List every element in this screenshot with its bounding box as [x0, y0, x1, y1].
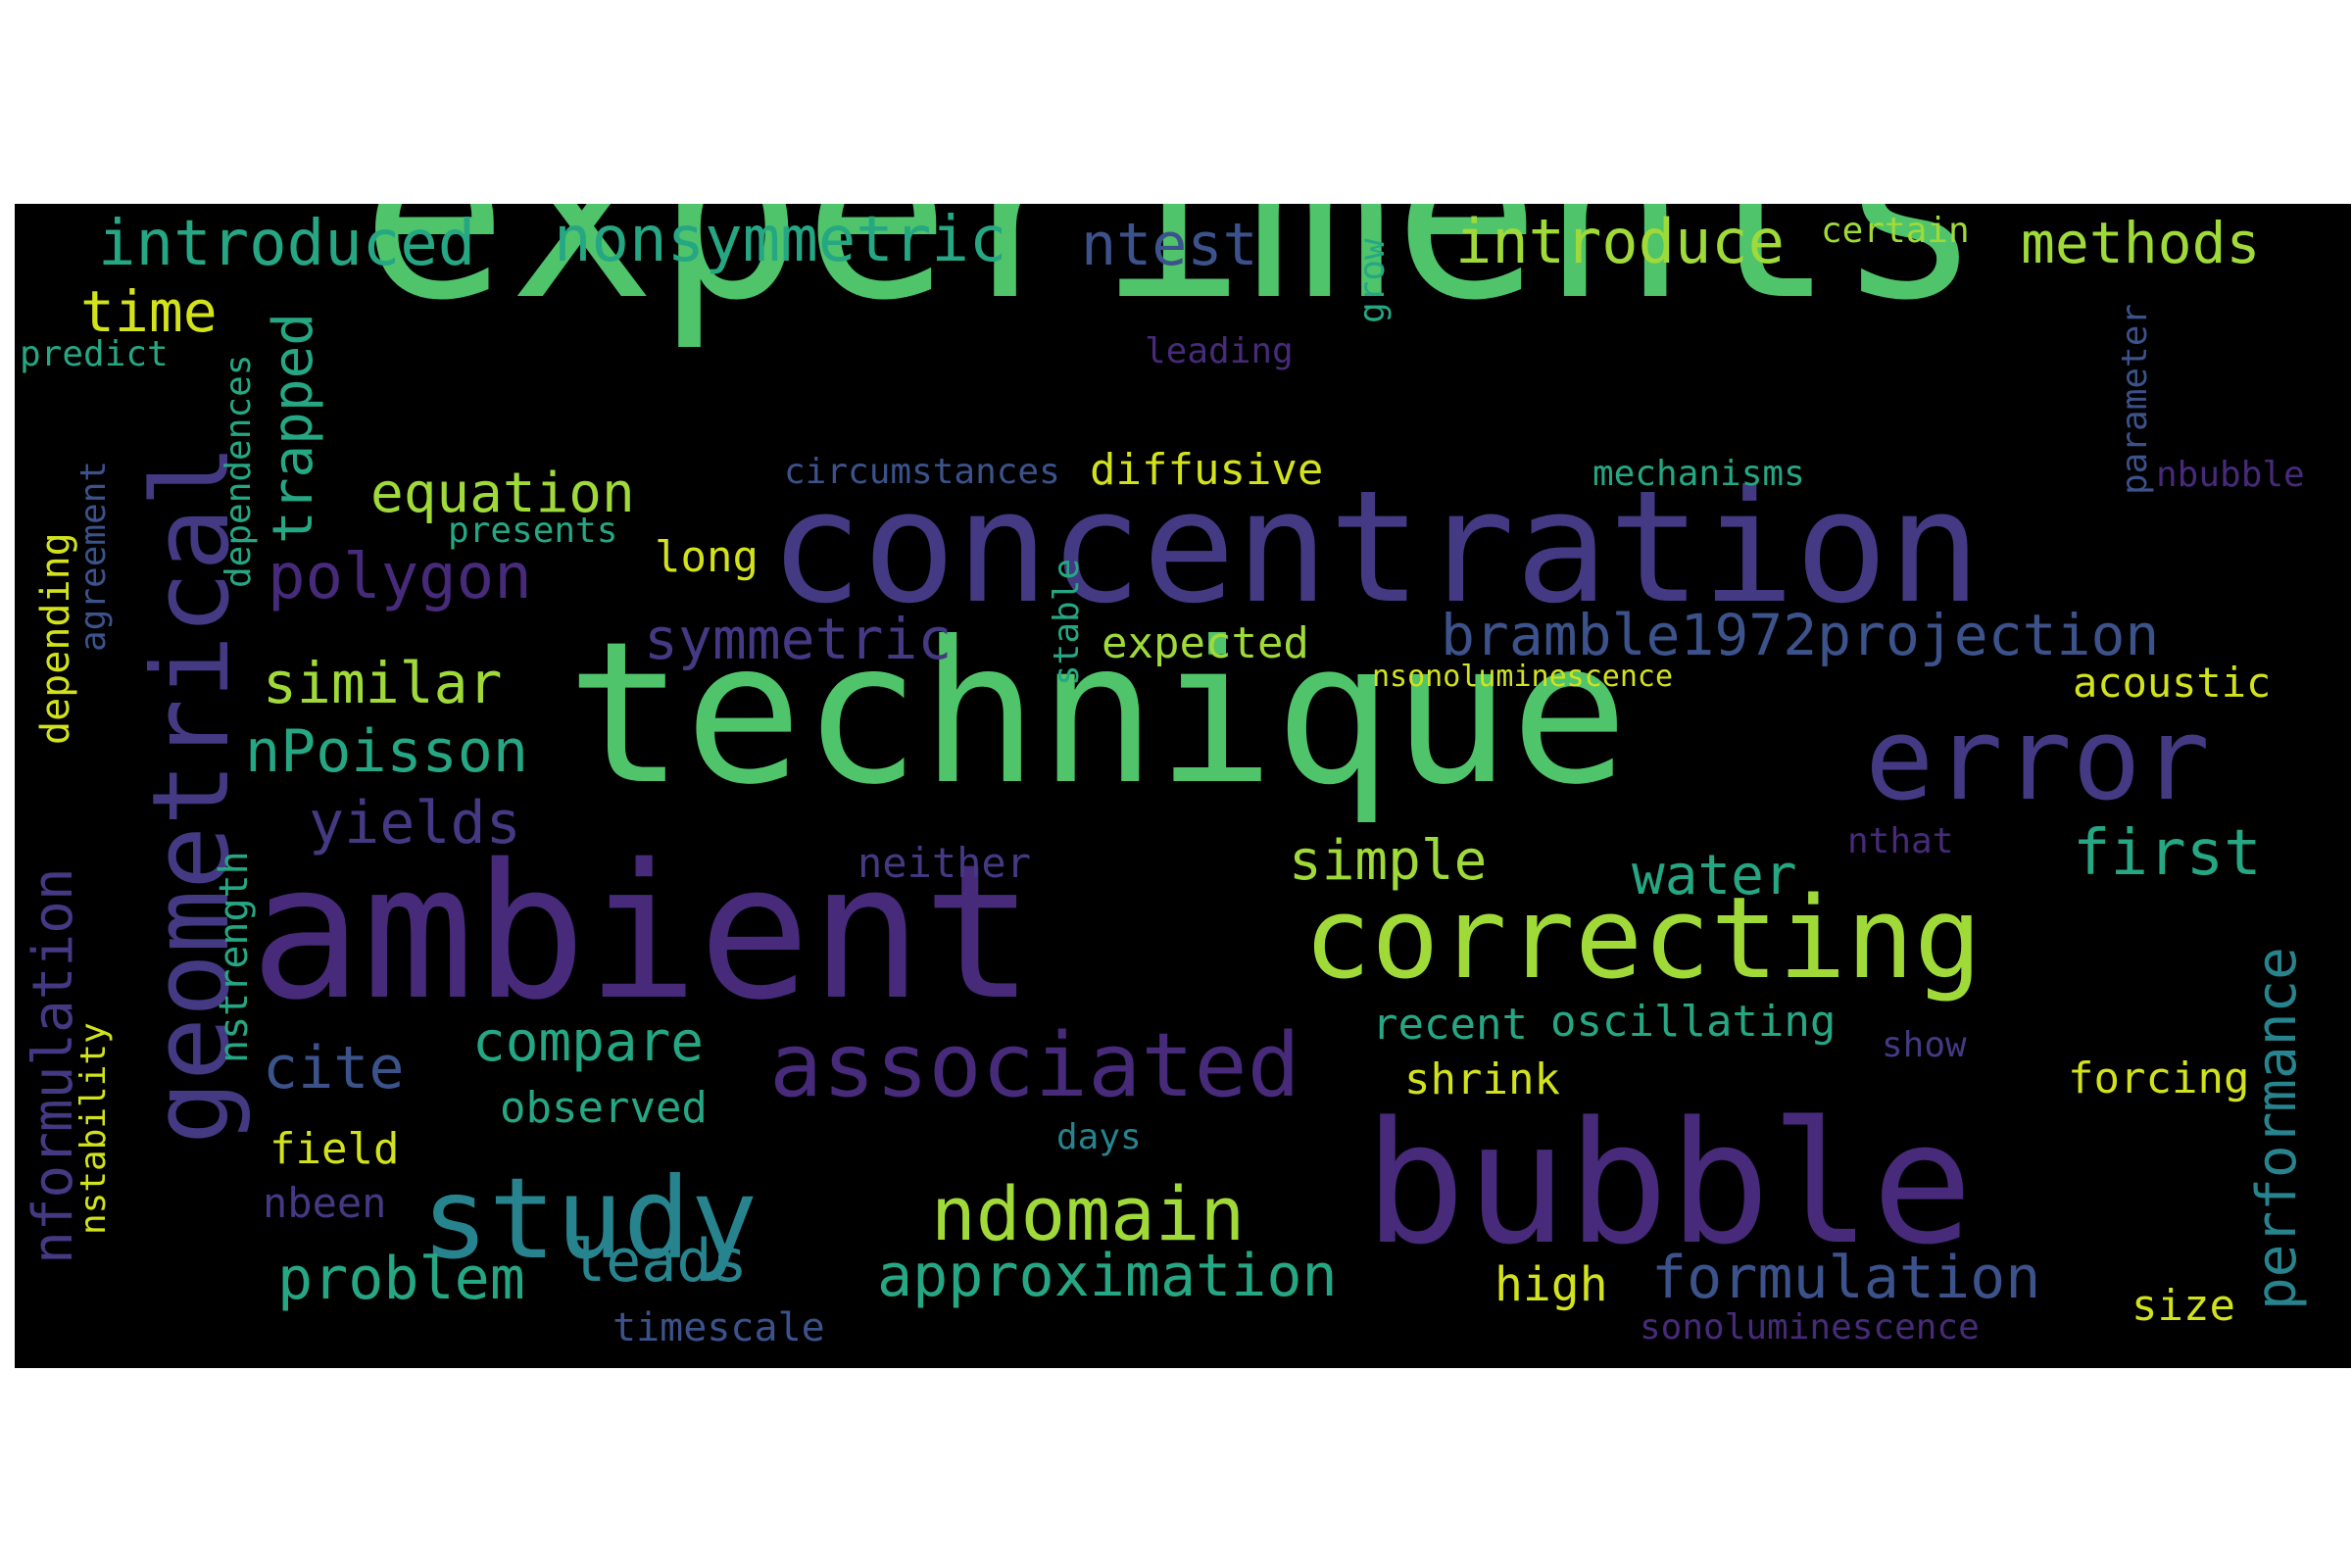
word-ntest: ntest [1081, 211, 1258, 279]
word-high: high [1494, 1257, 1608, 1312]
word-similar: similar [263, 650, 502, 716]
word-experiments: experiments [361, 204, 1984, 354]
word-compare: compare [472, 1010, 704, 1074]
word-cite: cite [263, 1034, 405, 1102]
word-observed: observed [500, 1083, 708, 1133]
word-bramble1972projection: bramble1972projection [1441, 602, 2159, 668]
word-nstrength: nstrength [212, 851, 257, 1063]
word-nbeen: nbeen [263, 1179, 386, 1227]
word-problem: problem [277, 1245, 525, 1313]
word-show: show [1882, 1025, 1967, 1065]
word-forcing: forcing [2068, 1054, 2249, 1103]
word-water: water [1632, 844, 1797, 907]
word-study: study [421, 1153, 758, 1284]
word-mechanisms: mechanisms [1592, 454, 1805, 494]
word-trapped: trapped [262, 313, 325, 544]
word-introduce: introduce [1455, 206, 1785, 277]
word-leads: leads [570, 1227, 748, 1296]
word-error: error [1865, 692, 2210, 826]
word-depending: depending [33, 532, 78, 745]
word-bubble: bubble [1364, 1085, 1973, 1282]
word-nthat: nthat [1847, 821, 1953, 861]
word-technique: technique [566, 600, 1629, 828]
word-correcting: correcting [1303, 873, 1982, 1004]
word-shrink: shrink [1404, 1054, 1560, 1104]
word-ambient: ambient [250, 824, 1035, 1041]
word-equation: equation [370, 462, 635, 525]
word-formulation: formulation [1651, 1244, 2040, 1312]
word-certain: certain [1821, 211, 1970, 251]
word-simple: simple [1289, 829, 1487, 893]
word-agreement: agreement [74, 461, 114, 652]
word-field: field [270, 1124, 399, 1174]
word-symmetric: symmetric [644, 606, 952, 672]
word-nbubble: nbubble [2156, 455, 2305, 495]
word-grow: grow [1352, 238, 1393, 323]
word-nonsymmetric: nonsymmetric [554, 204, 1006, 276]
word-stable: stable [1047, 559, 1087, 686]
word-parameter: parameter [2115, 304, 2155, 495]
word-ndomain: ndomain [931, 1170, 1245, 1257]
word-first: first [2073, 817, 2262, 890]
word-leading: leading [1145, 331, 1294, 371]
word-acoustic: acoustic [2073, 659, 2271, 707]
word-methods: methods [2021, 210, 2260, 276]
word-concentration: concentration [769, 458, 1982, 638]
word-approximation: approximation [877, 1242, 1338, 1310]
word-neither: neither [858, 839, 1031, 887]
word-polygon: polygon [268, 541, 532, 613]
word-yields: yields [309, 789, 521, 858]
word-oscillating: oscillating [1550, 997, 1836, 1047]
word-recent: recent [1372, 1000, 1528, 1050]
word-geometrical: geometrical [130, 444, 253, 1145]
word-days: days [1056, 1117, 1142, 1157]
word-circumstances: circumstances [784, 452, 1060, 492]
word-npoisson: nPoisson [245, 717, 528, 786]
word-nsonoluminescence: nsonoluminescence [1372, 660, 1673, 694]
word-nformulation: nformulation [22, 867, 85, 1264]
word-cloud-frame: experiments technique concentration ambient… [15, 204, 2351, 1368]
word-introduced: introduced [98, 208, 475, 280]
word-predict: predict [20, 334, 169, 374]
word-nstability: nstability [74, 1022, 114, 1235]
word-expected: expected [1102, 618, 1309, 668]
word-long: long [655, 532, 759, 582]
word-sonoluminescence: sonoluminescence [1640, 1307, 1980, 1348]
word-size: size [2132, 1281, 2235, 1331]
word-diffusive: diffusive [1090, 445, 1323, 495]
word-associated: associated [769, 1014, 1300, 1117]
word-performance: performance [2245, 947, 2309, 1310]
word-presents: presents [448, 511, 617, 551]
word-timescale: timescale [612, 1305, 825, 1350]
word-dependences: dependences [219, 355, 259, 588]
word-time: time [80, 278, 218, 345]
